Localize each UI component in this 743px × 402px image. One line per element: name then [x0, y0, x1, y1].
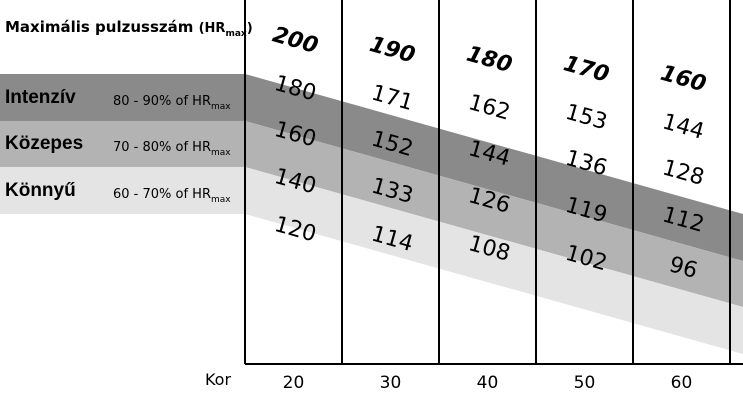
x-axis-label: Kor — [205, 370, 231, 389]
zone-pct-kozepes: 70 - 80% of HRmax — [113, 140, 231, 158]
kozepes-label: 128 — [660, 155, 707, 190]
zone-name-konnyu: Könnyű — [5, 180, 76, 201]
hrmax-label: 170 — [561, 51, 612, 87]
chart-title-main: Maximális pulzusszám — [5, 18, 194, 36]
zone-pct-text: 60 - 70% of HR — [113, 187, 211, 202]
zone-bands — [0, 74, 743, 354]
hrmax-label: 160 — [658, 61, 709, 97]
x-tick-label: 40 — [477, 373, 499, 393]
zone-name-kozepes: Közepes — [5, 133, 84, 154]
intenziv-label: 153 — [563, 100, 610, 135]
zone-pct-subscript: max — [211, 148, 231, 158]
zone-pct-text: 70 - 80% of HR — [113, 140, 211, 155]
intenziv-label: 171 — [369, 81, 416, 116]
zone-name-intenziv: Intenzív — [5, 87, 76, 108]
zone-pct-subscript: max — [211, 102, 231, 112]
zone-band-intenziv — [0, 74, 743, 261]
zone-band-kozepes — [0, 121, 743, 307]
chart-title-subscript: max — [225, 29, 247, 39]
x-tick-label: 50 — [574, 373, 596, 393]
intenziv-label: 144 — [660, 109, 707, 144]
zone-pct-text: 80 - 90% of HR — [113, 94, 211, 109]
x-tick-label: 60 — [671, 373, 693, 393]
chart-title-paren-open: (HR — [198, 21, 226, 36]
x-axis-ticks: 20 30 40 50 60 — [283, 373, 693, 393]
chart-title: Maximális pulzusszám (HRmax) — [5, 18, 253, 39]
hrmax-label: 190 — [367, 32, 418, 68]
age-gridlines — [244, 0, 743, 365]
zone-band-konnyu — [0, 167, 743, 354]
chart-title-paren: (HRmax) — [198, 21, 253, 39]
hrmax-label: 180 — [464, 42, 515, 78]
zone-pct-intenziv: 80 - 90% of HRmax — [113, 94, 231, 112]
zone-pct-konnyu: 60 - 70% of HRmax — [113, 187, 231, 205]
x-tick-label: 30 — [380, 373, 402, 393]
hrmax-label: 200 — [270, 22, 321, 58]
intenziv-label: 162 — [466, 90, 513, 125]
zone-pct-subscript: max — [211, 195, 231, 205]
x-tick-label: 20 — [283, 373, 305, 393]
chart-title-paren-close: ) — [246, 21, 253, 36]
